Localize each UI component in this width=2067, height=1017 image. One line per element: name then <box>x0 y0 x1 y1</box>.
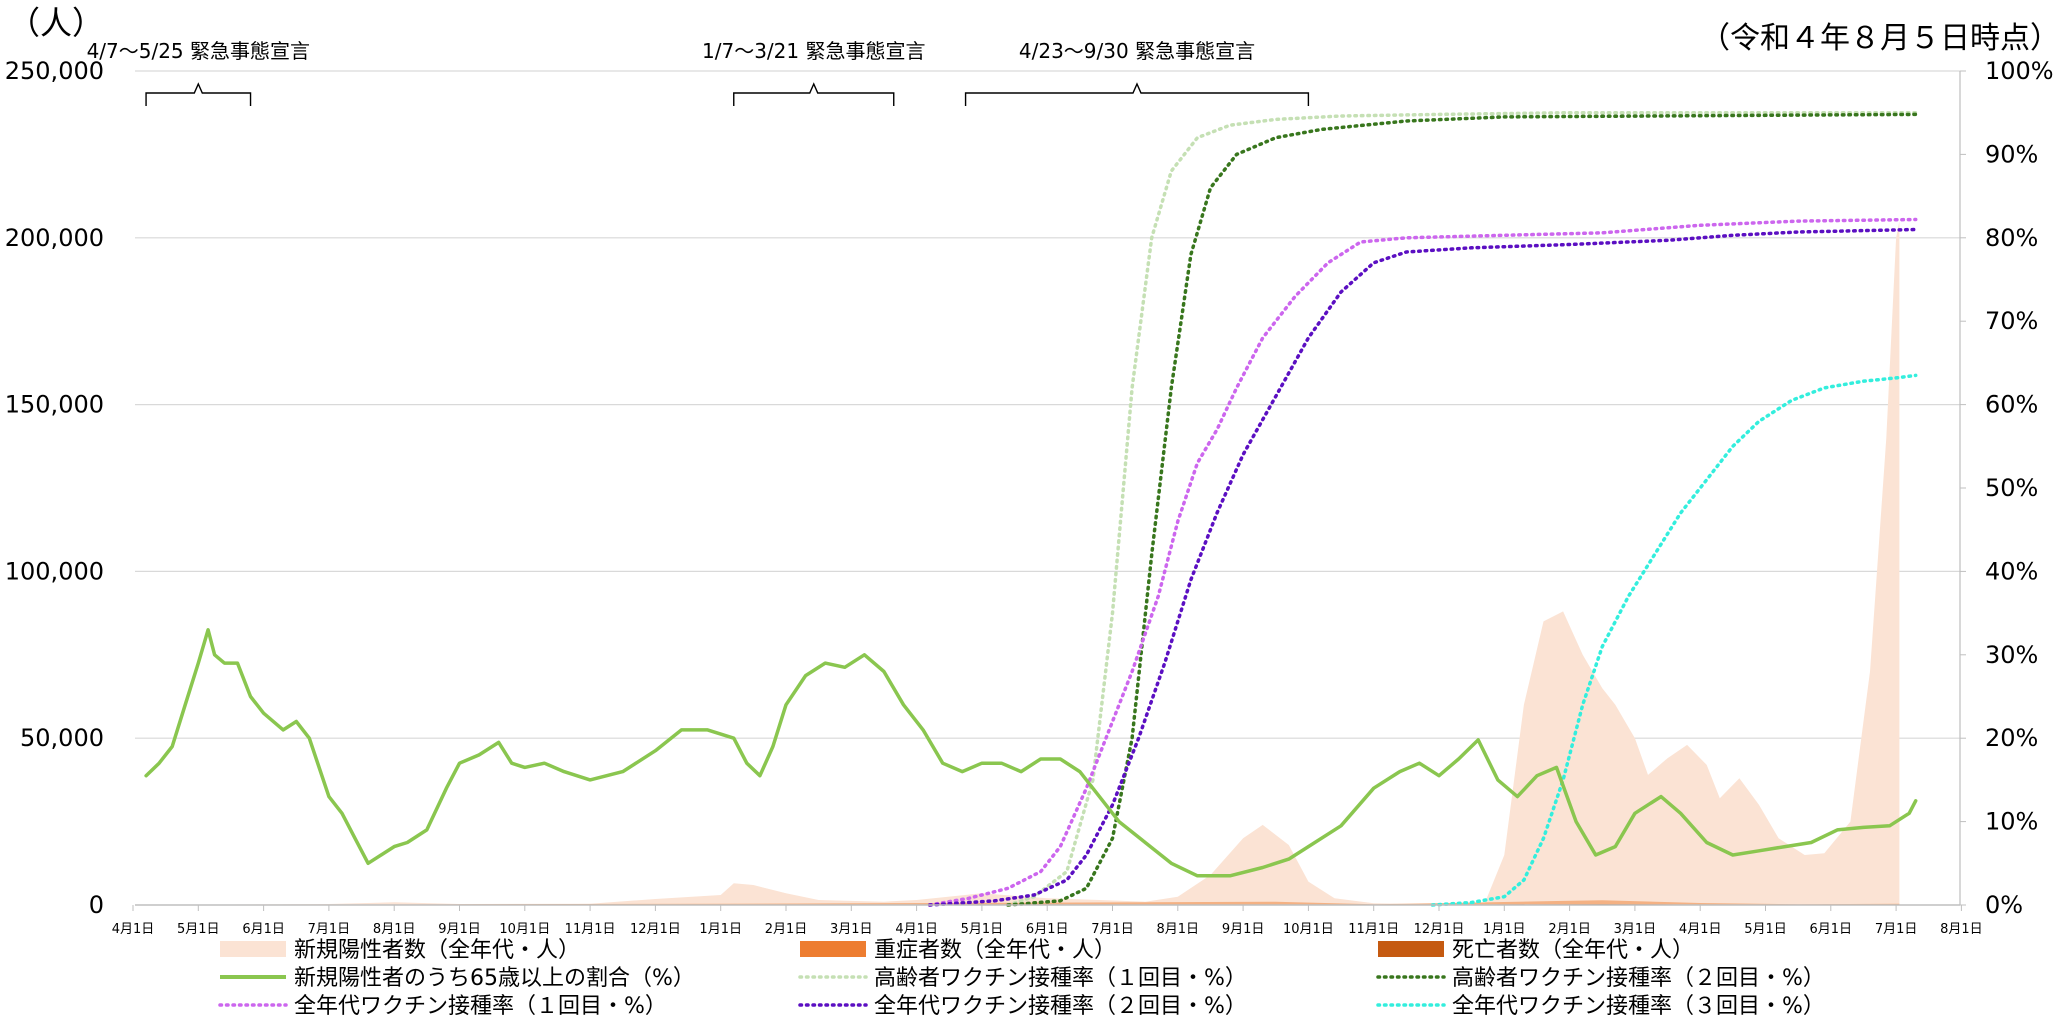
elderly-vax-1-line <box>1006 110 1918 907</box>
legend: 新規陽性者数（全年代・人） 重症者数（全年代・人） 死亡者数（全年代・人） 新規陽性者… <box>218 938 1825 1017</box>
y-right-tick-label: 50% <box>1985 474 2038 502</box>
y-right-tick-label: 100% <box>1985 57 2054 85</box>
legend-item: 新規陽性者数（全年代・人） <box>220 938 580 963</box>
legend-label: 高齢者ワクチン接種率（２回目・%） <box>1452 966 1825 991</box>
emergency-period-label: 4/7～5/25 緊急事態宣言 <box>87 39 310 63</box>
legend-item: 全年代ワクチン接種率（２回目・%） <box>798 994 1247 1017</box>
x-tick-label: 10月1日 <box>1283 922 1334 937</box>
x-tick-label: 3月1日 <box>1614 922 1657 937</box>
y-right-tick-label: 80% <box>1985 224 2038 252</box>
y-right-tick-label: 40% <box>1985 557 2038 585</box>
x-tick-label: 7月1日 <box>1875 922 1918 937</box>
elderly-vax-2-line <box>1006 112 1918 907</box>
emergency-period: 4/7～5/25 緊急事態宣言 <box>87 39 310 106</box>
series-layer <box>133 110 1918 907</box>
all-vax-1-line <box>927 217 1918 907</box>
y-right-tick-label: 70% <box>1985 307 2038 335</box>
x-tick-label: 4月1日 <box>1679 922 1722 937</box>
legend-item: 高齢者ワクチン接種率（２回目・%） <box>1376 966 1825 991</box>
legend-item: 新規陽性者のうち65歳以上の割合（%） <box>220 966 695 991</box>
x-tick-label: 8月1日 <box>1940 922 1983 937</box>
y-right-tick-label: 30% <box>1985 641 2038 669</box>
legend-label: 全年代ワクチン接種率（１回目・%） <box>294 994 667 1017</box>
emergency-period: 4/23～9/30 緊急事態宣言 <box>964 39 1310 106</box>
x-tick-label: 2月1日 <box>1548 922 1591 937</box>
x-tick-label: 6月1日 <box>242 922 285 937</box>
emergency-periods: 4/7～5/25 緊急事態宣言 1/7～3/21 緊急事態宣言 4/23～9/30 … <box>87 39 1310 106</box>
x-tick-label: 5月1日 <box>177 922 220 937</box>
legend-label: 新規陽性者のうち65歳以上の割合（%） <box>294 966 695 991</box>
legend-swatch <box>1378 941 1444 957</box>
emergency-period: 1/7～3/21 緊急事態宣言 <box>702 39 925 106</box>
x-tick-label: 2月1日 <box>765 922 808 937</box>
x-tick-label: 8月1日 <box>373 922 416 937</box>
y-left-tick-label: 200,000 <box>5 224 104 252</box>
legend-label: 新規陽性者数（全年代・人） <box>294 938 580 963</box>
y-right-tick-label: 0% <box>1985 891 2023 919</box>
legend-swatch <box>800 941 866 957</box>
legend-label: 高齢者ワクチン接種率（１回目・%） <box>874 966 1247 991</box>
x-tick-label: 5月1日 <box>961 922 1004 937</box>
x-tick-label: 6月1日 <box>1810 922 1853 937</box>
y-left-tick-label: 250,000 <box>5 57 104 85</box>
x-tick-label: 3月1日 <box>830 922 873 937</box>
x-tick-label: 4月1日 <box>895 922 938 937</box>
y-left-tick-label: 50,000 <box>20 724 104 752</box>
emergency-period-label: 1/7～3/21 緊急事態宣言 <box>702 39 925 63</box>
x-tick-label: 12月1日 <box>630 922 681 937</box>
x-tick-label: 12月1日 <box>1414 922 1465 937</box>
x-tick-label: 7月1日 <box>1091 922 1134 937</box>
date-note: （令和４年８月５日時点） <box>1700 21 2060 56</box>
y-left-tick-label: 150,000 <box>5 391 104 419</box>
x-tick-label: 11月1日 <box>1348 922 1399 937</box>
elderly-ratio-line <box>144 628 1918 878</box>
new-cases-area <box>133 221 1900 906</box>
x-tick-label: 9月1日 <box>438 922 481 937</box>
legend-item: 死亡者数（全年代・人） <box>1378 938 1694 963</box>
x-tick-label: 4月1日 <box>112 922 155 937</box>
x-tick-label: 9月1日 <box>1222 922 1265 937</box>
emergency-bracket <box>145 82 252 106</box>
y-right-tick-label: 20% <box>1985 724 2038 752</box>
legend-item: 全年代ワクチン接種率（１回目・%） <box>218 994 667 1017</box>
legend-item: 全年代ワクチン接種率（３回目・%） <box>1376 994 1825 1017</box>
legend-swatch <box>220 941 286 957</box>
emergency-bracket <box>733 82 895 106</box>
x-tick-label: 6月1日 <box>1026 922 1069 937</box>
x-tick-label: 8月1日 <box>1157 922 1200 937</box>
legend-label: 重症者数（全年代・人） <box>874 938 1116 963</box>
emergency-bracket <box>964 82 1310 106</box>
x-tick-label: 5月1日 <box>1744 922 1787 937</box>
grid-lines <box>135 70 1960 739</box>
legend-label: 全年代ワクチン接種率（２回目・%） <box>874 994 1247 1017</box>
all-vax-3-line <box>1430 373 1918 907</box>
y-left-tick-label: 0 <box>89 891 104 919</box>
legend-item: 高齢者ワクチン接種率（１回目・%） <box>798 966 1247 991</box>
legend-label: 全年代ワクチン接種率（３回目・%） <box>1452 994 1825 1017</box>
x-tick-label: 7月1日 <box>308 922 351 937</box>
x-tick-label: 1月1日 <box>699 922 742 937</box>
y-right-tick-label: 90% <box>1985 140 2038 168</box>
x-tick-label: 10月1日 <box>499 922 550 937</box>
axes-layer: 0 50,000 100,000 150,000 200,000 250,000 0% 10%… <box>5 57 2054 937</box>
x-tick-label: 1月1日 <box>1483 922 1526 937</box>
y-right-tick-label: 10% <box>1985 808 2038 836</box>
y-unit-label: （人） <box>8 4 104 42</box>
y-right-tick-label: 60% <box>1985 391 2038 419</box>
legend-item: 重症者数（全年代・人） <box>800 938 1116 963</box>
all-vax-2-line <box>927 227 1918 907</box>
y-left-tick-label: 100,000 <box>5 557 104 585</box>
emergency-period-label: 4/23～9/30 緊急事態宣言 <box>1019 39 1255 63</box>
x-tick-label: 11月1日 <box>565 922 616 937</box>
legend-label: 死亡者数（全年代・人） <box>1452 938 1694 963</box>
